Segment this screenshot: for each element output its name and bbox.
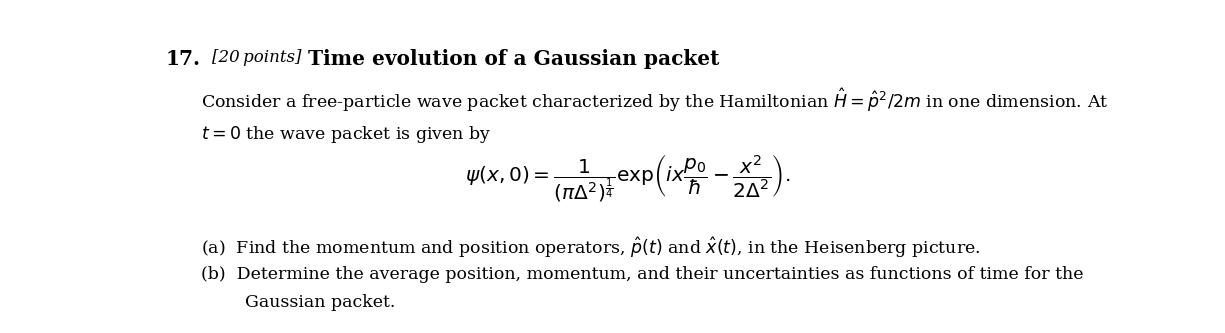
Text: $\psi(x,0) = \dfrac{1}{(\pi\Delta^2)^{\frac{1}{4}}} \exp\!\left( ix\dfrac{p_0}{\: $\psi(x,0) = \dfrac{1}{(\pi\Delta^2)^{\f… <box>466 153 790 204</box>
Text: Gaussian packet.: Gaussian packet. <box>245 294 396 311</box>
Text: $t = 0$ the wave packet is given by: $t = 0$ the wave packet is given by <box>201 124 491 145</box>
Text: Time evolution of a Gaussian packet: Time evolution of a Gaussian packet <box>307 49 719 69</box>
Text: Consider a free-particle wave packet characterized by the Hamiltonian $\hat{H} =: Consider a free-particle wave packet cha… <box>201 86 1107 114</box>
Text: 17.: 17. <box>165 49 201 69</box>
Text: [20 points]: [20 points] <box>212 49 301 66</box>
Text: (a)  Find the momentum and position operators, $\hat{p}(t)$ and $\hat{x}(t)$, in: (a) Find the momentum and position opera… <box>201 235 980 259</box>
Text: (b)  Determine the average position, momentum, and their uncertainties as functi: (b) Determine the average position, mome… <box>201 266 1083 283</box>
